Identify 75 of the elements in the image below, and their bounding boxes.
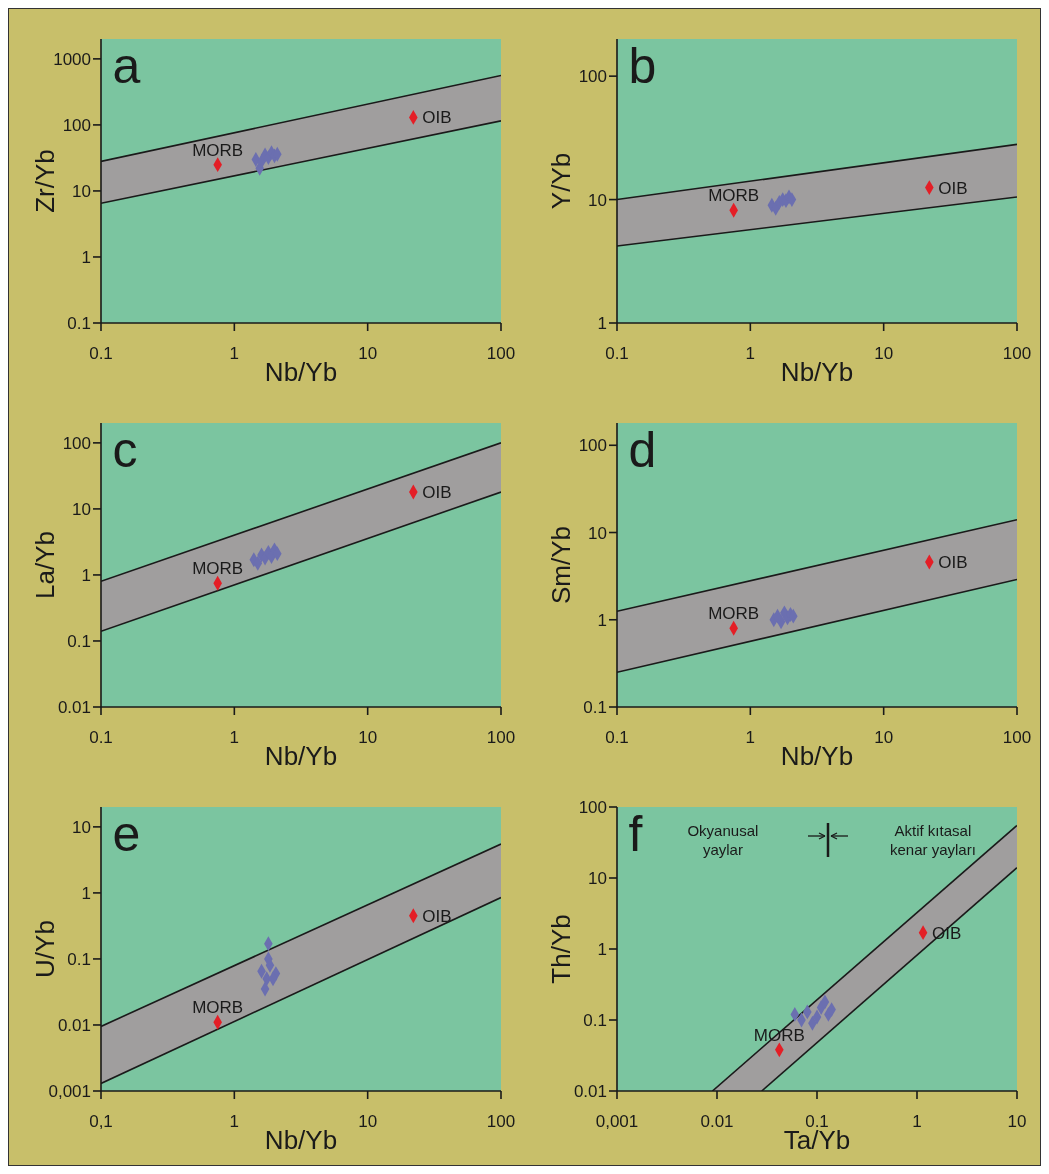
x-tick-label: 1 [229,344,239,364]
x-tick-label: 100 [1002,728,1031,748]
y-tick-label: 1000 [52,49,91,69]
chart-title: f [628,806,643,862]
y-tick-label: 0.01 [573,1082,607,1102]
y-axis-title: U/Yb [29,920,60,978]
y-tick-label: 10 [71,817,91,837]
annotation: OIB [421,108,452,128]
y-tick-label: 1 [81,883,91,903]
annotation: Okyanusal yaylar [687,822,759,858]
y-tick-label: 0.1 [66,949,91,969]
y-tick-label: 0.1 [66,632,91,651]
y-axis-title: Sm/Yb [545,525,576,605]
x-tick-label: 1 [229,728,239,748]
x-tick-label: 0,1 [88,1112,113,1132]
y-tick-label: 0.01 [57,698,91,718]
y-tick-label: 10 [587,523,607,543]
annotation: MORB [707,604,759,624]
x-tick-label: 10 [357,1112,377,1132]
x-tick-label: 10 [873,728,893,748]
annotation: OIB [937,178,968,198]
x-tick-label: 100 [486,344,515,364]
y-tick-label: 1 [597,940,607,960]
annotation: OIB [421,483,452,503]
y-axis-title: La/Yb [29,531,60,599]
annotation: MORB [707,186,759,206]
x-axis-title: Nb/Yb [780,357,853,387]
y-tick-label: 10 [71,181,91,201]
y-tick-label: 10 [71,499,91,519]
y-tick-label: 10 [587,190,607,210]
y-tick-label: 0.01 [57,1016,91,1035]
annotation: MORB [191,140,243,160]
y-tick-label: 100 [578,798,607,818]
x-axis-title: Nb/Yb [264,357,337,387]
y-axis-title: Th/Yb [545,914,576,984]
x-tick-label: 1 [745,344,755,364]
y-tick-label: 10 [587,869,607,889]
y-tick-label: 0.1 [582,698,607,718]
x-axis-title: Nb/Yb [264,1125,337,1155]
x-tick-label: 100 [486,728,515,748]
y-tick-label: 1 [81,565,91,585]
y-tick-label: 0.1 [582,1011,607,1031]
x-tick-label: 0.01 [699,1112,734,1132]
annotation: MORB [191,998,243,1018]
annotation: OIB [421,906,452,926]
x-axis-title: Nb/Yb [264,741,337,771]
x-tick-label: 100 [486,1112,515,1132]
chart-title: a [112,38,141,94]
y-tick-label: 100 [578,436,607,456]
y-tick-label: 100 [578,67,607,87]
x-tick-label: 10 [873,344,893,364]
y-tick-label: 1 [597,610,607,630]
y-tick-label: 100 [62,433,91,453]
x-tick-label: 100 [1002,344,1031,364]
annotation: OIB [937,552,968,572]
annotation: Aktif kıtasal kenar yayları [888,821,977,859]
x-tick-label: 10 [357,344,377,364]
y-tick-label: 100 [62,115,91,135]
x-tick-label: 10 [357,728,377,748]
y-tick-label: 1 [81,248,91,267]
chart-title: d [628,422,657,478]
chart-title: b [628,38,657,94]
x-tick-label: 1 [911,1112,922,1132]
chart-title: c [112,422,138,478]
y-tick-label: 0.1 [66,314,91,334]
x-tick-label: 1 [229,1112,239,1132]
y-axis-title: Y/Yb [545,152,576,210]
x-tick-label: 1 [745,728,755,748]
y-tick-label: 1 [597,314,607,334]
chart-title: e [112,806,141,862]
y-tick-label: 0,001 [47,1082,91,1102]
y-axis-title: Zr/Yb [29,149,60,213]
x-tick-label: 10 [1007,1112,1026,1132]
x-axis-title: Nb/Yb [780,741,853,771]
annotation: MORB [191,559,243,579]
